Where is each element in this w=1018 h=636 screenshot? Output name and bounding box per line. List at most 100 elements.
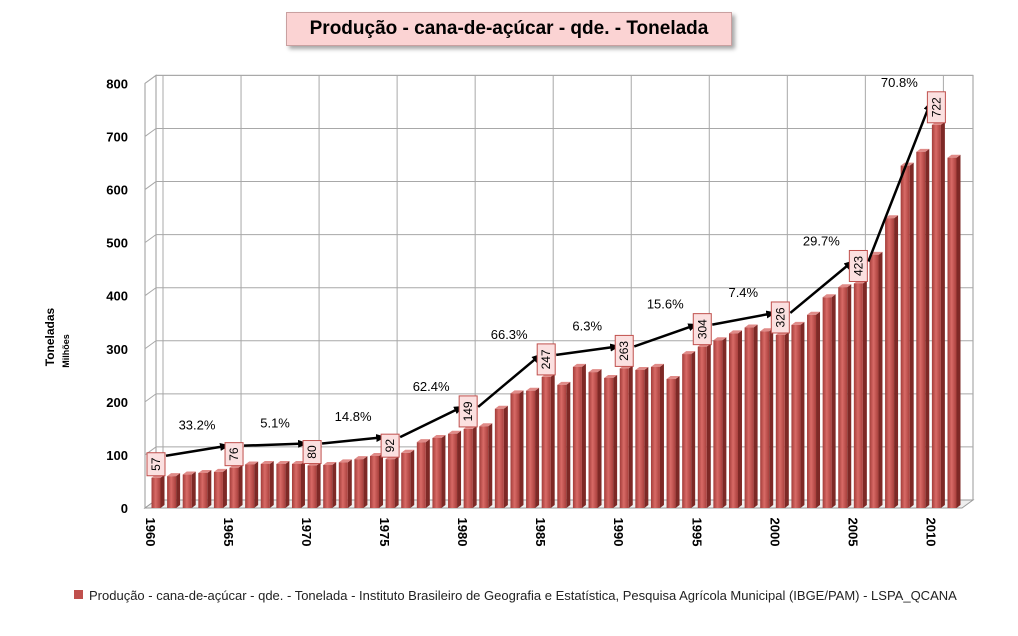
- bar-side: [238, 464, 243, 508]
- bar-front: [307, 465, 317, 508]
- y-tick-label: 500: [106, 236, 128, 251]
- bar-side: [222, 468, 227, 508]
- bar-side: [254, 461, 259, 508]
- bar-top: [354, 456, 368, 460]
- bar: [276, 460, 290, 508]
- data-label-text: 722: [929, 97, 943, 117]
- growth-label: 62.4%: [413, 379, 450, 394]
- bar-side: [535, 387, 540, 508]
- bar-side: [691, 351, 696, 508]
- bar: [494, 405, 508, 508]
- growth-arrow: [399, 405, 464, 439]
- y-tick-label: 200: [106, 395, 128, 410]
- bar-side: [925, 148, 930, 508]
- bar-top: [510, 390, 524, 394]
- data-labels: 57 76 80 92 149 247 263 304 326 423 722: [146, 91, 946, 477]
- bar-front: [291, 463, 301, 508]
- data-label: 80: [302, 440, 322, 465]
- bar-side: [878, 251, 883, 509]
- bar-side: [644, 367, 649, 508]
- data-label-text: 304: [695, 319, 709, 339]
- bar: [557, 381, 571, 508]
- bar-top: [213, 468, 227, 472]
- y-tick-label: 400: [106, 289, 128, 304]
- bar: [916, 148, 930, 508]
- bar: [650, 363, 664, 508]
- bar: [807, 311, 821, 508]
- x-tick-label: 1965: [221, 518, 236, 547]
- y-axis-unit: Milhões: [61, 334, 71, 368]
- bar: [198, 469, 212, 508]
- growth-arrow: [556, 343, 621, 357]
- bar-side: [675, 376, 680, 508]
- bar-top: [791, 321, 805, 325]
- bar-front: [869, 254, 879, 508]
- x-tick-label: 1970: [299, 518, 314, 547]
- bar: [385, 456, 399, 508]
- bar-side: [472, 425, 477, 508]
- bar-side: [176, 473, 181, 508]
- bar: [619, 365, 633, 508]
- bar-side: [425, 439, 430, 508]
- bar-top: [245, 461, 259, 465]
- bar-top: [323, 462, 337, 466]
- bar-front: [494, 408, 504, 508]
- bar: [713, 337, 727, 508]
- bar-top: [760, 328, 774, 332]
- growth-label: 14.8%: [335, 409, 372, 424]
- data-label-box: [380, 433, 400, 458]
- bar-front: [260, 463, 270, 508]
- bar: [635, 367, 649, 508]
- growth-label: 70.8%: [881, 75, 918, 90]
- bar: [744, 324, 758, 508]
- chart-title: Produção - cana-de-açúcar - qde. - Tonel…: [286, 12, 732, 46]
- bar: [307, 462, 321, 508]
- bar-side: [160, 474, 165, 508]
- bar-side: [706, 343, 711, 508]
- x-tick-label: 2005: [845, 518, 860, 547]
- bar: [245, 461, 259, 508]
- bar-side: [597, 369, 602, 508]
- bar-side: [300, 460, 305, 508]
- bar-front: [807, 314, 817, 508]
- bar-side: [862, 280, 867, 508]
- bar-side: [659, 363, 664, 508]
- bar-top: [728, 330, 742, 334]
- bar-side: [566, 381, 571, 508]
- y-tick-label: 100: [106, 448, 128, 463]
- data-label: 76: [224, 442, 244, 467]
- bar-front: [697, 346, 707, 508]
- data-label-text: 149: [461, 401, 475, 421]
- bar: [260, 460, 274, 508]
- x-tick-label: 1960: [143, 518, 158, 547]
- bar-side: [457, 430, 462, 508]
- bar-side: [831, 294, 836, 508]
- bar: [775, 331, 789, 508]
- bar-side: [737, 330, 742, 508]
- legend-swatch: [74, 590, 83, 599]
- bar-front: [182, 474, 192, 508]
- growth-label: 7.4%: [728, 285, 758, 300]
- bar-top: [635, 367, 649, 370]
- bar-side: [347, 459, 352, 508]
- data-label-text: 423: [851, 256, 865, 276]
- bar: [229, 464, 243, 508]
- bar-front: [916, 151, 926, 508]
- bar-front: [635, 370, 645, 508]
- bar: [885, 215, 899, 508]
- bar-front: [557, 384, 567, 508]
- bar-side: [800, 321, 805, 508]
- bar-side: [909, 162, 914, 508]
- bar-top: [276, 460, 290, 464]
- bar-top: [526, 387, 540, 391]
- bar: [338, 459, 352, 508]
- bar-front: [354, 459, 364, 508]
- bar-front: [323, 465, 333, 508]
- h-gridline: [144, 74, 973, 84]
- bar: [151, 474, 165, 508]
- x-tick-label: 1980: [455, 518, 470, 547]
- bar-side: [956, 154, 961, 508]
- h-gridline: [144, 181, 973, 190]
- bar: [213, 468, 227, 508]
